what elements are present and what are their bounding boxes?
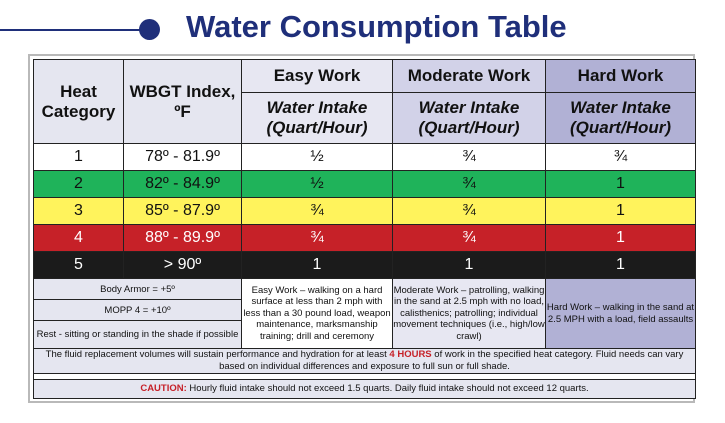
wbgt-cell: 82º - 84.9º bbox=[123, 170, 242, 198]
quart-hour-label: (Quart/Hour) bbox=[569, 118, 672, 137]
easy-work-header: Easy Work bbox=[241, 59, 393, 93]
easy-intake-cell: 1 bbox=[241, 251, 393, 279]
mopp-note: MOPP 4 = +10º bbox=[33, 299, 242, 321]
table-row: 4 88º - 89.9º ¾ ¾ 1 bbox=[33, 224, 696, 252]
rest-note: Rest - sitting or standing in the shade … bbox=[33, 320, 242, 349]
hard-intake-cell: ¾ bbox=[545, 143, 696, 171]
caution-text: Hourly fluid intake should not exceed 1.… bbox=[186, 383, 589, 394]
moderate-intake-cell: ¾ bbox=[392, 197, 546, 225]
heat-category-cell: 5 bbox=[33, 251, 124, 279]
moderate-intake-cell: ¾ bbox=[392, 224, 546, 252]
hard-work-description: Hard Work – walking in the sand at 2.5 M… bbox=[545, 278, 696, 349]
header-bullet-icon bbox=[139, 19, 160, 40]
notes-row: Rest - sitting or standing in the shade … bbox=[33, 320, 696, 349]
footnote-row: The fluid replacement volumes will susta… bbox=[33, 348, 696, 374]
easy-work-description: Easy Work – walking on a hard surface at… bbox=[241, 278, 393, 349]
water-intake-label: Water Intake bbox=[418, 98, 520, 117]
easy-intake-cell: ¾ bbox=[241, 197, 393, 225]
hard-intake-cell: 1 bbox=[545, 251, 696, 279]
notes-row: Body Armor = +5º Easy Work – walking on … bbox=[33, 278, 696, 349]
moderate-intake-cell: ¾ bbox=[392, 143, 546, 171]
heat-category-cell: 1 bbox=[33, 143, 124, 171]
body-armor-note: Body Armor = +5º bbox=[33, 278, 242, 300]
header-rule bbox=[0, 29, 152, 31]
page-title: Water Consumption Table bbox=[186, 9, 567, 44]
hard-intake-header: Water Intake (Quart/Hour) bbox=[545, 92, 696, 144]
caution-note: CAUTION: Hourly fluid intake should not … bbox=[33, 379, 696, 399]
footnote-text-end: of work in the specified heat category. … bbox=[219, 349, 684, 372]
heat-category-cell: 2 bbox=[33, 170, 124, 198]
wbgt-cell: 85º - 87.9º bbox=[123, 197, 242, 225]
footnote-text: The fluid replacement volumes will susta… bbox=[45, 349, 390, 360]
table-row: 1 78º - 81.9º ½ ¾ ¾ bbox=[33, 143, 696, 171]
easy-intake-cell: ¾ bbox=[241, 224, 393, 252]
moderate-intake-header: Water Intake (Quart/Hour) bbox=[392, 92, 546, 144]
table-row: 3 85º - 87.9º ¾ ¾ 1 bbox=[33, 197, 696, 225]
caution-row: CAUTION: Hourly fluid intake should not … bbox=[33, 379, 696, 399]
hard-intake-cell: 1 bbox=[545, 197, 696, 225]
water-intake-label: Water Intake bbox=[266, 98, 368, 117]
header-row-1: Heat Category WBGT Index, ºF Easy Work M… bbox=[33, 59, 696, 144]
heat-category-cell: 4 bbox=[33, 224, 124, 252]
water-intake-label: Water Intake bbox=[570, 98, 671, 117]
moderate-work-description: Moderate Work – patrolling, walking in t… bbox=[392, 278, 546, 349]
wbgt-cell: 78º - 81.9º bbox=[123, 143, 242, 171]
water-consumption-table: Heat Category WBGT Index, ºF Easy Work M… bbox=[33, 59, 696, 399]
table-row: 5 > 90º 1 1 1 bbox=[33, 251, 696, 279]
moderate-work-header: Moderate Work bbox=[392, 59, 546, 93]
heat-category-cell: 3 bbox=[33, 197, 124, 225]
hard-intake-cell: 1 bbox=[545, 170, 696, 198]
header-row-2: Water Intake (Quart/Hour) Water Intake (… bbox=[34, 92, 696, 144]
table-row: 2 82º - 84.9º ½ ¾ 1 bbox=[33, 170, 696, 198]
wbgt-header: WBGT Index, ºF bbox=[123, 59, 242, 144]
hard-intake-cell: 1 bbox=[545, 224, 696, 252]
easy-intake-header: Water Intake (Quart/Hour) bbox=[241, 92, 393, 144]
hard-work-header: Hard Work bbox=[545, 59, 696, 93]
caution-label: CAUTION: bbox=[140, 383, 187, 394]
quart-hour-label: (Quart/Hour) bbox=[418, 118, 520, 137]
wbgt-cell: > 90º bbox=[123, 251, 242, 279]
fluid-footnote: The fluid replacement volumes will susta… bbox=[33, 348, 696, 374]
quart-hour-label: (Quart/Hour) bbox=[266, 118, 368, 137]
easy-intake-cell: ½ bbox=[241, 170, 393, 198]
heat-category-header: Heat Category bbox=[33, 59, 124, 144]
moderate-intake-cell: 1 bbox=[392, 251, 546, 279]
footnote-highlight: 4 HOURS bbox=[389, 349, 432, 360]
wbgt-cell: 88º - 89.9º bbox=[123, 224, 242, 252]
moderate-intake-cell: ¾ bbox=[392, 170, 546, 198]
easy-intake-cell: ½ bbox=[241, 143, 393, 171]
